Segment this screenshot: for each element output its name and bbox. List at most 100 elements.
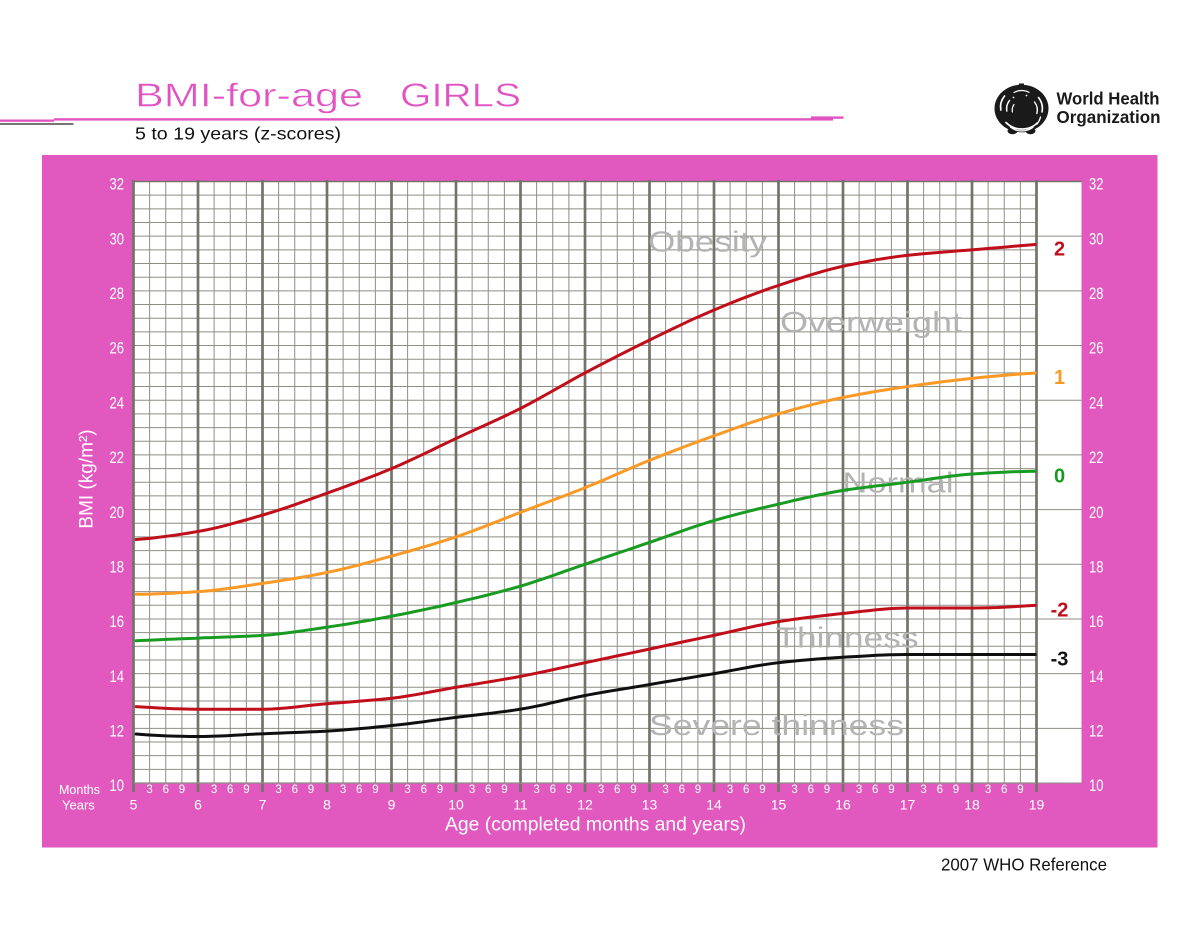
svg-text:6: 6 — [1001, 784, 1007, 796]
svg-text:3: 3 — [469, 784, 475, 796]
svg-text:9: 9 — [501, 784, 507, 796]
svg-text:6: 6 — [550, 784, 556, 796]
svg-text:1: 1 — [1054, 367, 1065, 389]
svg-text:6: 6 — [614, 784, 620, 796]
svg-text:28: 28 — [110, 284, 125, 303]
svg-text:6: 6 — [227, 784, 233, 796]
svg-text:3: 3 — [533, 784, 539, 796]
svg-text:3: 3 — [211, 784, 217, 796]
svg-text:3: 3 — [275, 784, 281, 796]
svg-text:10: 10 — [1089, 776, 1104, 795]
svg-text:Age (completed months and year: Age (completed months and years) — [445, 814, 746, 836]
svg-text:17: 17 — [900, 797, 916, 813]
svg-text:5: 5 — [130, 797, 138, 813]
svg-text:30: 30 — [1089, 229, 1104, 248]
svg-text:6: 6 — [937, 784, 943, 796]
svg-text:12: 12 — [1089, 722, 1104, 741]
svg-text:3: 3 — [404, 784, 410, 796]
svg-text:Thinness: Thinness — [776, 623, 919, 655]
svg-text:9: 9 — [953, 784, 959, 796]
svg-text:10: 10 — [448, 797, 464, 813]
svg-text:3: 3 — [791, 784, 797, 796]
svg-text:-3: -3 — [1051, 649, 1069, 671]
svg-text:3: 3 — [920, 784, 926, 796]
svg-text:30: 30 — [110, 229, 125, 248]
svg-text:18: 18 — [1089, 558, 1104, 577]
svg-text:Obesity: Obesity — [648, 227, 768, 259]
svg-text:Months: Months — [59, 783, 100, 797]
svg-text:2: 2 — [1054, 239, 1065, 261]
svg-text:Severe thinness: Severe thinness — [649, 710, 904, 742]
svg-text:3: 3 — [856, 784, 862, 796]
svg-text:3: 3 — [662, 784, 668, 796]
svg-text:3: 3 — [727, 784, 733, 796]
svg-text:9: 9 — [695, 784, 701, 796]
svg-text:9: 9 — [1017, 784, 1023, 796]
svg-text:Years: Years — [62, 797, 95, 812]
svg-text:9: 9 — [243, 784, 249, 796]
svg-text:18: 18 — [110, 558, 125, 577]
svg-text:9: 9 — [437, 784, 443, 796]
svg-text:World Health: World Health — [1057, 89, 1160, 109]
svg-text:14: 14 — [706, 797, 722, 813]
svg-text:14: 14 — [1089, 667, 1104, 686]
svg-text:16: 16 — [835, 797, 851, 813]
svg-text:9: 9 — [179, 784, 185, 796]
svg-text:6: 6 — [421, 784, 427, 796]
svg-text:Overweight: Overweight — [780, 307, 962, 339]
svg-text:6: 6 — [743, 784, 749, 796]
svg-text:9: 9 — [566, 784, 572, 796]
svg-text:16: 16 — [110, 612, 125, 631]
svg-text:20: 20 — [110, 503, 125, 522]
svg-text:13: 13 — [642, 797, 658, 813]
svg-text:7: 7 — [259, 797, 267, 813]
svg-text:24: 24 — [1089, 393, 1104, 412]
svg-text:-2: -2 — [1051, 600, 1069, 622]
svg-text:9: 9 — [372, 784, 378, 796]
svg-text:26: 26 — [1089, 339, 1104, 358]
svg-text:12: 12 — [577, 797, 593, 813]
svg-text:6: 6 — [356, 784, 362, 796]
svg-text:0: 0 — [1054, 466, 1065, 488]
svg-text:18: 18 — [964, 797, 980, 813]
svg-text:6: 6 — [872, 784, 878, 796]
svg-text:9: 9 — [308, 784, 314, 796]
svg-text:28: 28 — [1089, 284, 1104, 303]
svg-text:32: 32 — [1089, 175, 1104, 194]
svg-text:10: 10 — [110, 776, 125, 795]
svg-text:6: 6 — [808, 784, 814, 796]
svg-text:3: 3 — [146, 784, 152, 796]
svg-text:6: 6 — [679, 784, 685, 796]
svg-text:9: 9 — [759, 784, 765, 796]
svg-text:22: 22 — [1089, 448, 1104, 467]
svg-text:9: 9 — [824, 784, 830, 796]
svg-text:11: 11 — [513, 797, 528, 813]
svg-text:16: 16 — [1089, 612, 1104, 631]
svg-text:9: 9 — [388, 797, 396, 813]
svg-text:3: 3 — [598, 784, 604, 796]
svg-text:14: 14 — [110, 667, 125, 686]
svg-text:8: 8 — [323, 797, 331, 813]
svg-text:GIRLS: GIRLS — [400, 77, 521, 114]
svg-text:BMI (kg/m²): BMI (kg/m²) — [77, 429, 98, 528]
svg-text:Organization: Organization — [1057, 107, 1161, 127]
svg-text:22: 22 — [110, 448, 125, 467]
svg-text:9: 9 — [630, 784, 636, 796]
svg-text:26: 26 — [110, 339, 125, 358]
svg-text:32: 32 — [110, 175, 125, 194]
svg-text:9: 9 — [888, 784, 894, 796]
svg-text:3: 3 — [340, 784, 346, 796]
svg-text:3: 3 — [985, 784, 991, 796]
svg-text:6: 6 — [163, 784, 169, 796]
svg-text:19: 19 — [1029, 797, 1045, 813]
svg-text:6: 6 — [194, 797, 202, 813]
svg-text:24: 24 — [110, 393, 125, 412]
svg-text:15: 15 — [771, 797, 787, 813]
svg-text:20: 20 — [1089, 503, 1104, 522]
svg-text:5 to 19 years (z-scores): 5 to 19 years (z-scores) — [135, 124, 341, 144]
svg-text:6: 6 — [485, 784, 491, 796]
svg-text:BMI-for-age: BMI-for-age — [135, 77, 363, 114]
svg-text:12: 12 — [110, 722, 125, 741]
svg-text:2007 WHO Reference: 2007 WHO Reference — [941, 855, 1107, 875]
svg-text:6: 6 — [292, 784, 298, 796]
